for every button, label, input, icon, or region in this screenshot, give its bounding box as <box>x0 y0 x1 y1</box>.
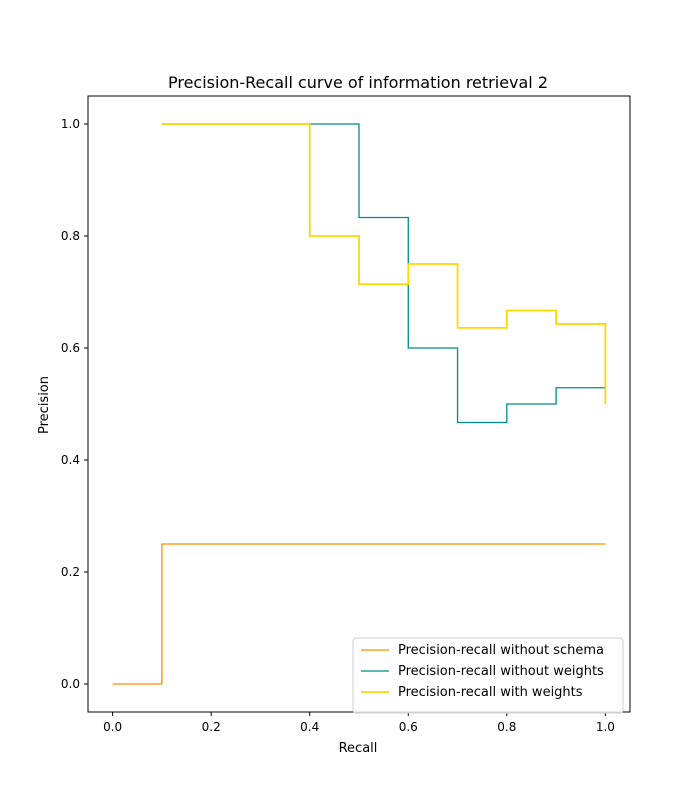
y-tick-label: 1.0 <box>61 117 80 131</box>
y-tick-label: 0.8 <box>61 229 80 243</box>
legend-label-2: Precision-recall without weights <box>398 664 604 679</box>
y-tick-label: 0.6 <box>61 341 80 355</box>
y-axis-label: Precision <box>37 376 52 434</box>
legend-label-3: Precision-recall with weights <box>398 685 583 700</box>
legend-box <box>352 637 624 714</box>
x-tick-label: 1.0 <box>596 720 615 734</box>
plot-area: 0.0 0.2 0.4 0.6 0.8 1.0 0.0 0.2 0.4 0.6 0.8 1.0 <box>61 95 631 734</box>
y-tick-label: 0.4 <box>61 453 80 467</box>
x-tick-label: 0.4 <box>300 720 319 734</box>
series-line-1 <box>112 543 606 685</box>
x-tick-label: 0.2 <box>202 720 221 734</box>
y-tick-label: 0.2 <box>61 565 80 579</box>
x-axis-label: Recall <box>339 741 378 756</box>
x-tick-label: 0.8 <box>497 720 516 734</box>
series-line-3 <box>161 123 607 404</box>
series-line-2 <box>161 123 607 424</box>
chart-title: Precision-Recall curve of information re… <box>168 73 548 92</box>
y-tick-label: 0.0 <box>61 677 80 691</box>
x-tick-label: 0.6 <box>399 720 418 734</box>
legend-label-1: Precision-recall without schema <box>398 643 604 658</box>
x-tick-label: 0.0 <box>103 720 122 734</box>
legend: Precision-recall without schema Precision… <box>352 637 624 714</box>
